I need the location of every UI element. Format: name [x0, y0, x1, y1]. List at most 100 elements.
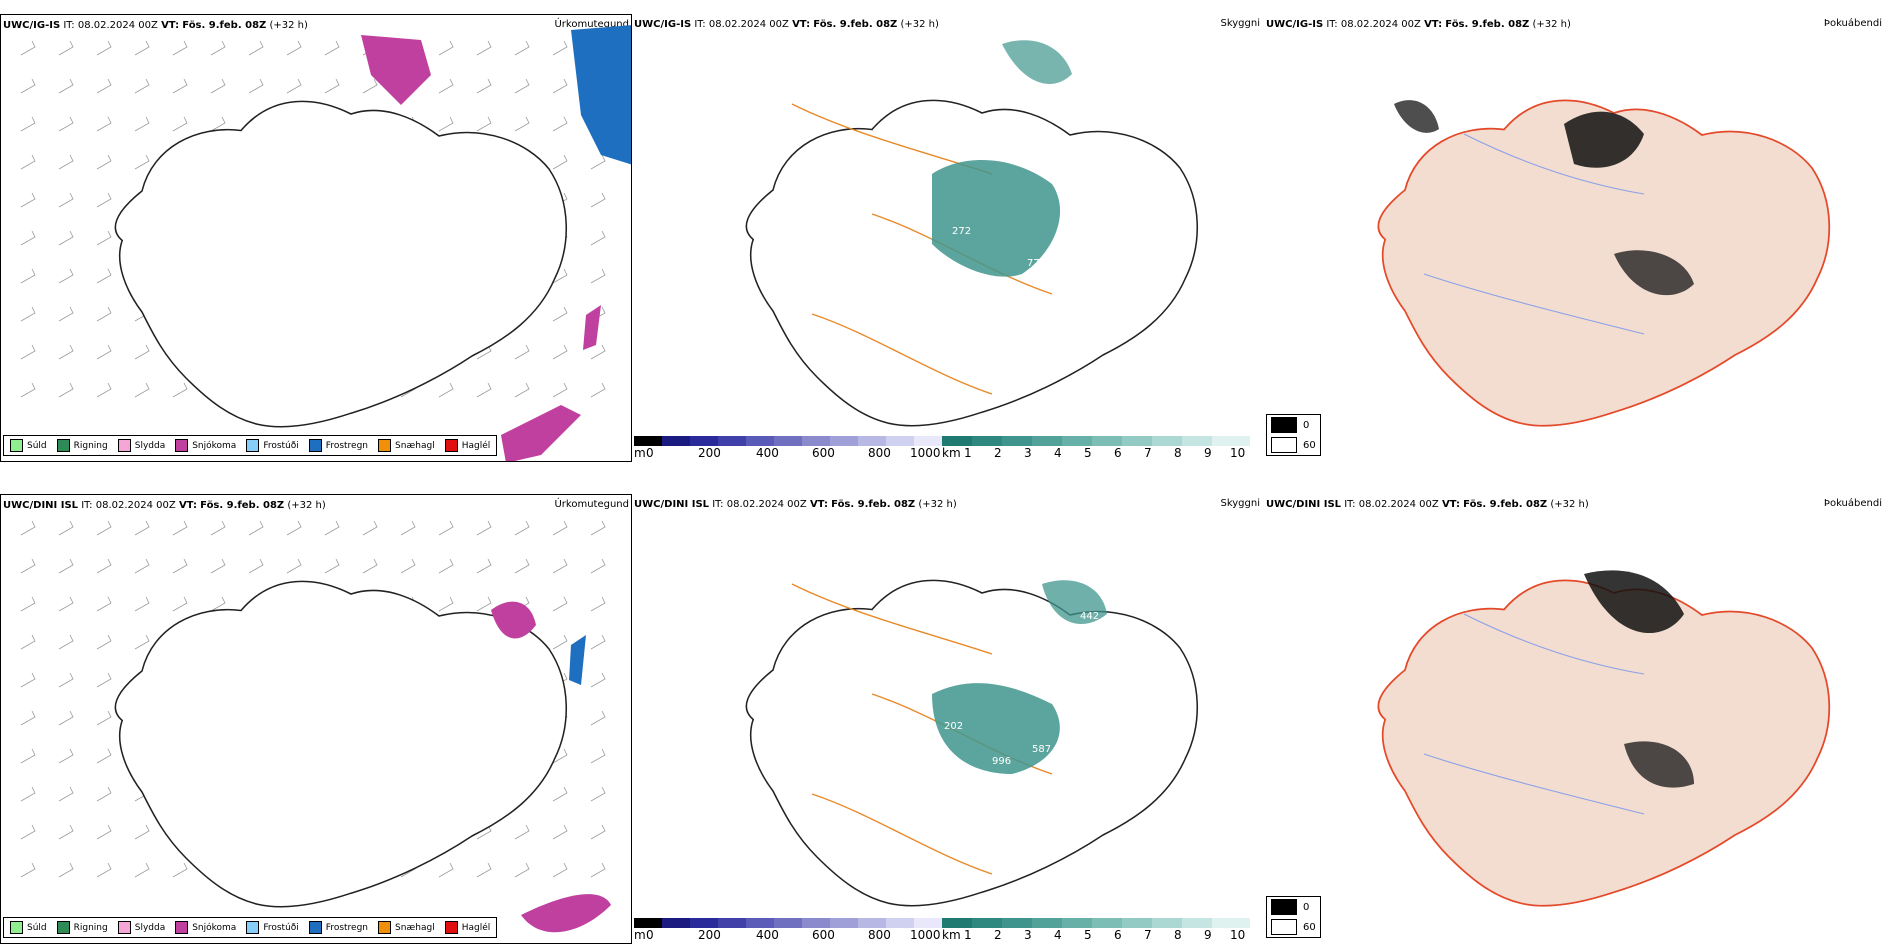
legend-item: Frostregn	[308, 439, 368, 452]
colorbar-tick: 6	[1114, 446, 1122, 460]
wind-barb	[20, 634, 36, 650]
colorbar-tick: 200	[698, 446, 721, 460]
wind-barb	[96, 862, 112, 878]
wind-barb	[476, 382, 492, 398]
fog-panel-bottom: UWC/DINI ISL IT: 08.02.2024 00Z VT: Fös.…	[1264, 494, 1900, 944]
wind-barb	[590, 382, 606, 398]
run-header: UWC/DINI ISL IT: 08.02.2024 00Z VT: Fös.…	[1266, 499, 1589, 510]
legend-item: Frostúði	[246, 439, 299, 452]
wind-barb	[134, 344, 150, 360]
wind-barb	[58, 596, 74, 612]
wind-barb	[58, 78, 74, 94]
wind-barb	[58, 40, 74, 56]
wind-barb	[134, 78, 150, 94]
wind-barb	[286, 40, 302, 56]
colorbar-unit: m	[634, 446, 646, 460]
run-header: UWC/IG-IS IT: 08.02.2024 00Z VT: Fös. 9.…	[3, 20, 308, 31]
wind-barb	[514, 344, 530, 360]
colorbar-tick: 2	[994, 928, 1002, 942]
run-header: UWC/IG-IS IT: 08.02.2024 00Z VT: Fös. 9.…	[634, 19, 939, 30]
colorbar-tick: 10	[1230, 446, 1246, 460]
fog-map	[1377, 99, 1831, 427]
precip-panel-bottom: UWC/DINI ISL IT: 08.02.2024 00Z VT: Fös.…	[0, 494, 632, 944]
wind-barb	[552, 154, 568, 170]
wind-barb	[324, 558, 340, 574]
visibility-colorbar: km 1 2 3 4 5 6 7 8 9 10	[942, 436, 1250, 462]
wind-barb	[590, 786, 606, 802]
height-colorbar-ramp	[634, 436, 942, 446]
wind-barb	[96, 634, 112, 650]
low-visibility-area	[932, 160, 1061, 277]
wind-barb	[590, 672, 606, 688]
wind-barb	[552, 520, 568, 536]
wind-barb	[362, 520, 378, 536]
wind-barb	[96, 306, 112, 322]
wind-barb	[324, 40, 340, 56]
wind-barb	[20, 748, 36, 764]
precip-map	[20, 520, 611, 933]
height-colorbar: m 0 200 400 600 800 1000	[634, 918, 942, 944]
wind-barb	[58, 268, 74, 284]
wind-barb	[58, 748, 74, 764]
wind-barb	[96, 268, 112, 284]
wind-barb	[476, 116, 492, 132]
visibility-map: 442 202 996 587	[745, 579, 1199, 907]
fog-area	[1584, 570, 1684, 634]
wind-barb	[552, 596, 568, 612]
wind-barb	[248, 520, 264, 536]
colorbar-unit: km	[942, 928, 961, 942]
wind-barb	[552, 558, 568, 574]
wind-barb	[58, 344, 74, 360]
wind-barb	[172, 520, 188, 536]
wind-barb	[96, 78, 112, 94]
freezing-rain-area	[571, 25, 631, 165]
wind-barb	[476, 862, 492, 878]
wind-barb	[476, 558, 492, 574]
wind-barb	[96, 824, 112, 840]
precip-map	[20, 25, 631, 461]
fog-legend-bottom: 0 60	[1266, 896, 1321, 938]
wind-barb	[58, 634, 74, 650]
wind-barb	[134, 40, 150, 56]
wind-barb	[58, 710, 74, 726]
wind-barb	[172, 596, 188, 612]
panel-title: Skyggni	[1220, 18, 1260, 29]
wind-barb	[172, 862, 188, 878]
wind-barb	[552, 268, 568, 284]
wind-barb	[20, 672, 36, 688]
wind-barb	[172, 382, 188, 398]
wind-barb	[96, 710, 112, 726]
wind-barb	[96, 116, 112, 132]
wind-barb	[400, 558, 416, 574]
run-header: UWC/DINI ISL IT: 08.02.2024 00Z VT: Fös.…	[634, 499, 957, 510]
colorbar-tick: 4	[1054, 928, 1062, 942]
wind-barb	[552, 382, 568, 398]
wind-barb	[58, 558, 74, 574]
wind-barb	[96, 786, 112, 802]
colorbar-tick: 3	[1024, 928, 1032, 942]
wind-barb	[172, 558, 188, 574]
wind-barb	[134, 862, 150, 878]
wind-barb	[552, 116, 568, 132]
wind-barb	[96, 344, 112, 360]
wind-barb	[438, 596, 454, 612]
wind-barb	[58, 306, 74, 322]
snow-area	[361, 35, 431, 105]
wind-barb	[438, 558, 454, 574]
visibility-colorbar-ramp	[942, 436, 1250, 446]
wind-barb	[96, 596, 112, 612]
wind-barb	[514, 78, 530, 94]
wind-barb	[362, 78, 378, 94]
wind-barb	[590, 520, 606, 536]
wind-barb	[20, 40, 36, 56]
wind-barb	[20, 862, 36, 878]
low-visibility-area	[932, 683, 1060, 774]
wind-barb	[58, 862, 74, 878]
legend-item: Frostúði	[246, 921, 299, 934]
wind-barb	[552, 748, 568, 764]
wind-barb	[134, 520, 150, 536]
wind-barb	[324, 520, 340, 536]
colorbar-tick: 5	[1084, 928, 1092, 942]
colorbar-tick: 800	[868, 446, 891, 460]
colorbar-unit: km	[942, 446, 961, 460]
